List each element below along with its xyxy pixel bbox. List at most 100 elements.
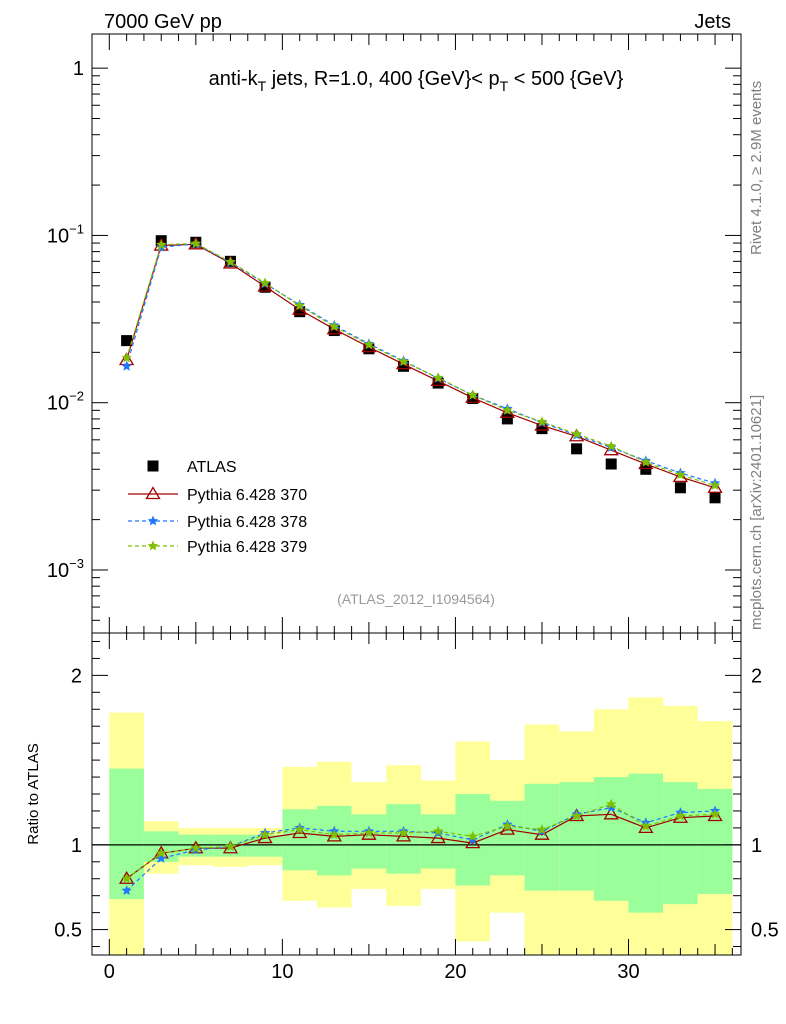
xtick-label: 20 — [444, 961, 466, 983]
legend-label-p378: Pythia 6.428 378 — [187, 514, 307, 531]
point-p379-9 — [432, 825, 444, 836]
point-p370-14 — [603, 806, 619, 820]
band-inner-7 — [351, 814, 387, 869]
point-p370-5 — [292, 825, 308, 839]
point-p379-17 — [709, 808, 721, 819]
title-subscript-1: T — [258, 78, 267, 94]
legend-marker-p378 — [147, 515, 159, 526]
point-p379-13 — [571, 428, 582, 439]
xtick-label: 30 — [617, 961, 639, 983]
point-p379-10 — [467, 830, 478, 841]
point-atlas-12 — [536, 423, 548, 435]
legend-marker-p379 — [147, 540, 159, 551]
band-inner-17 — [697, 788, 733, 894]
point-p379-10 — [467, 389, 478, 400]
legend-label-p370: Pythia 6.428 370 — [187, 487, 307, 504]
point-p379-7 — [363, 339, 375, 350]
ratio-tick-labels: 0.5 0.51 12 20 10 20 30 — [54, 665, 779, 983]
point-p379-6 — [329, 829, 340, 840]
ratio-plot-data — [118, 798, 723, 895]
ratio-axis-ticks — [92, 633, 741, 955]
point-p370-11 — [499, 821, 515, 835]
band-inner-12 — [524, 783, 560, 891]
energy-label: 7000 GeV pp — [104, 11, 222, 33]
point-atlas-15 — [640, 463, 652, 475]
point-p370-7 — [361, 826, 377, 840]
point-p379-15 — [640, 820, 651, 831]
ratio-ytick-label-left: 2 — [71, 665, 82, 687]
point-p370-6 — [326, 828, 342, 842]
point-p379-1 — [156, 847, 167, 858]
point-p379-6 — [329, 321, 340, 332]
point-p370-5 — [292, 301, 308, 315]
main-ytick-labels: 1 10−1 10−2 10−3 — [47, 58, 84, 582]
ytick-label: 10−2 — [47, 389, 84, 415]
band-inner-14 — [593, 777, 629, 901]
ratio-ytick-label-left: 1 — [71, 835, 82, 857]
point-p378-0 — [121, 885, 132, 895]
point-p379-14 — [606, 798, 617, 809]
ratio-ytick-label-right: 2 — [751, 665, 762, 687]
title-part-3: < 500 {GeV} — [508, 68, 623, 90]
ratio-ytick-label-right: 1 — [751, 835, 762, 857]
point-atlas-8 — [398, 360, 410, 372]
series-line-p378 — [126, 806, 716, 892]
point-p379-8 — [398, 827, 409, 838]
point-p370-3 — [222, 255, 239, 269]
point-atlas-9 — [432, 377, 444, 389]
legend-marker-atlas — [147, 460, 159, 472]
point-atlas-6 — [328, 325, 340, 337]
main-axis-ticks — [92, 34, 741, 633]
ytick-label: 10−3 — [47, 556, 84, 582]
ytick-label: 1 — [73, 58, 84, 80]
point-atlas-13 — [571, 443, 583, 455]
point-p370-12 — [534, 826, 550, 840]
point-p379-12 — [536, 416, 548, 427]
point-atlas-16 — [674, 482, 686, 494]
point-p370-15 — [638, 820, 654, 834]
title-subscript-2: T — [500, 78, 509, 94]
main-plot-data — [118, 235, 723, 504]
point-p379-12 — [536, 824, 548, 834]
xtick-label: 0 — [104, 961, 115, 983]
point-p379-2 — [190, 842, 202, 853]
point-p370-4 — [257, 278, 273, 292]
point-p379-16 — [675, 469, 686, 480]
point-atlas-17 — [709, 492, 721, 504]
point-p379-14 — [606, 440, 617, 451]
point-atlas-4 — [259, 281, 271, 293]
band-inner-13 — [559, 782, 594, 891]
point-p379-4 — [259, 277, 271, 288]
band-inner-16 — [663, 782, 698, 905]
point-p379-0 — [121, 352, 132, 363]
legend-marker-p370 — [145, 486, 161, 500]
ytick-exponent: −2 — [69, 389, 84, 404]
point-p379-16 — [675, 810, 686, 821]
ratio-ytick-label-right: 0.5 — [751, 920, 779, 942]
series-line-p379 — [126, 803, 716, 880]
band-inner-15 — [628, 773, 664, 913]
main-panel: 110−110−210−3 anti-kT jets, R=1.0, 400 {… — [47, 33, 742, 634]
legend-label-p379: Pythia 6.428 379 — [187, 539, 307, 556]
point-p379-11 — [502, 820, 513, 831]
point-p379-15 — [640, 456, 651, 467]
rivet-label: Rivet 4.1.0, ≥ 2.9M events — [748, 81, 765, 255]
point-p379-5 — [294, 300, 305, 311]
point-p370-8 — [395, 828, 412, 842]
point-atlas-11 — [501, 413, 513, 425]
point-p379-11 — [502, 404, 513, 415]
point-p379-1 — [156, 239, 167, 250]
point-atlas-5 — [294, 306, 306, 318]
series-line-p370 — [126, 243, 716, 489]
ytick-label: 10−1 — [47, 221, 84, 247]
analysis-tag: (ATLAS_2012_I1094564) — [337, 591, 495, 607]
mcplots-label: mcplots.cern.ch [arXiv:2401.10621] — [748, 395, 765, 630]
point-p370-12 — [534, 417, 550, 431]
point-atlas-7 — [363, 343, 375, 355]
point-p379-13 — [571, 810, 582, 821]
point-p378-0 — [121, 360, 132, 371]
point-p370-9 — [430, 830, 446, 844]
title-part-2: jets, R=1.0, 400 {GeV}< p — [266, 68, 500, 90]
point-p379-4 — [259, 829, 271, 840]
ytick-exponent: −3 — [69, 556, 84, 571]
